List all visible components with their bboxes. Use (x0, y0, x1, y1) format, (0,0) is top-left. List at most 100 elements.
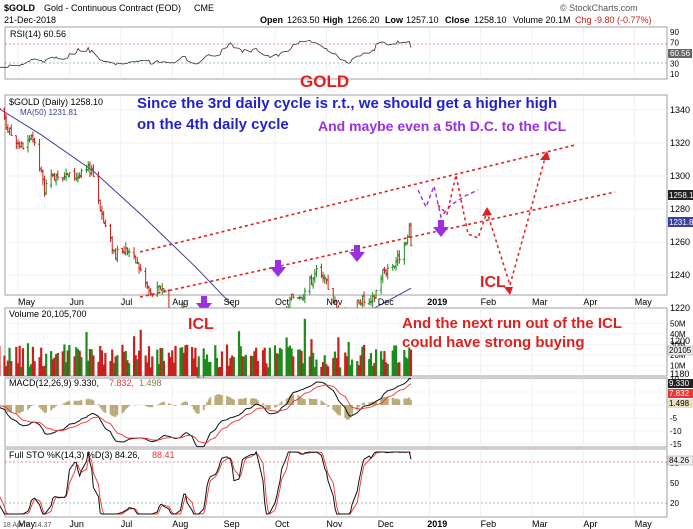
annotation-buy-2: could have strong buying (402, 334, 585, 351)
macd-hist-bar (349, 405, 352, 418)
volume-bar (369, 353, 373, 376)
volume-bar (386, 363, 389, 376)
macd-hist-bar (207, 399, 210, 405)
volume-bar (88, 349, 92, 376)
macd-hist-bar (265, 405, 268, 408)
volume-bar (10, 360, 13, 376)
macd-hist-bar (159, 403, 162, 405)
macd-hist-bar (75, 400, 78, 405)
macd-hist-bar (255, 398, 258, 405)
volume-bar (333, 351, 337, 376)
purple-arrow-oct (270, 260, 286, 277)
x-tick-label: Apr (583, 297, 597, 307)
x-tick-label: Sep (224, 519, 240, 529)
volume-bar (157, 364, 161, 376)
macd-line (0, 377, 412, 448)
footer-note: 18 Apr Y -14.37 (3, 522, 51, 529)
volume-bar (137, 350, 141, 376)
macd-hist-bar (146, 405, 149, 407)
volume-bar (351, 359, 354, 376)
x-tick-label: Mar (532, 519, 548, 529)
macd-hist-bar (275, 405, 278, 407)
macd-hist-bar (8, 405, 11, 413)
sto-tick: 20 (670, 499, 679, 508)
macd-hist-bar (391, 397, 394, 405)
macd-tick: -5 (670, 414, 678, 423)
volume-bar (268, 347, 271, 376)
volume-bar (368, 359, 371, 376)
macd-hist-bar (363, 402, 365, 405)
volume-bar (184, 345, 187, 376)
macd-hist-bar (40, 405, 43, 410)
volume-bar (303, 318, 306, 376)
macd-hist-bar (229, 397, 232, 405)
x-tick-label: Oct (275, 519, 290, 529)
macd-hist-bar (274, 405, 276, 408)
volume-bar (147, 346, 151, 376)
macd-hist-bar (128, 405, 130, 407)
macd-hist-bar (167, 403, 170, 405)
macd-hist-bar (77, 400, 79, 405)
macd-histogram (0, 394, 412, 420)
macd-hist-bar (126, 405, 129, 408)
macd-hist-bar (358, 405, 360, 408)
macd-hist-bar (263, 405, 266, 406)
instrument-name: Gold - Continuous Contract (EOD) (44, 3, 181, 13)
volume-bar (275, 353, 278, 376)
macd-hist-bar (197, 405, 200, 414)
macd-tick: -15 (670, 440, 682, 449)
volume-bar (403, 349, 406, 376)
macd-hist-bar (381, 397, 384, 405)
x-tick-label: Aug (172, 297, 188, 307)
macd-hist-bar (308, 398, 311, 405)
volume-bar (362, 344, 366, 376)
sto-label: Full STO %K(14,3) %D(3) 84.26, (9, 450, 140, 460)
exchange: CME (194, 3, 214, 13)
volume-tick: 10M (670, 362, 686, 371)
macd-hist-bar (406, 398, 409, 405)
macd-hist-bar (347, 405, 350, 420)
macd-hist-bar (280, 401, 283, 405)
macd-hist-bar (66, 401, 69, 405)
volume-bar (232, 357, 235, 376)
stockcharts-brand: © StockCharts.com (560, 3, 638, 13)
macd-hist-bar (174, 405, 177, 406)
volume-bar (80, 356, 83, 376)
volume-bar (287, 347, 290, 376)
rsi-tick: 30 (670, 59, 679, 68)
macd-hist-bar (292, 394, 295, 405)
volume-bar (73, 356, 76, 376)
volume-bar (202, 348, 205, 376)
volume-bar (61, 351, 64, 376)
volume-bar (359, 355, 362, 376)
volume-bar (43, 365, 46, 376)
macd-hist-bar (334, 405, 336, 412)
volume-bar (194, 347, 197, 376)
macd-hist-bar (241, 399, 244, 405)
volume-bar (195, 367, 199, 376)
macd-hist-bar (403, 398, 406, 405)
symbol: $GOLD (4, 3, 36, 13)
volume-bar (220, 351, 224, 376)
volume-bar (18, 345, 21, 376)
projection-arrow-left (482, 207, 492, 216)
x-tick-label: Oct (275, 297, 290, 307)
volume-bar (5, 366, 8, 376)
macd-label: MACD(12,26,9) 9.330, (9, 378, 99, 388)
annotation-line-1: Since the 3rd daily cycle is r.t., we sh… (137, 95, 557, 112)
macd-hist-bar (302, 398, 305, 405)
volume-bar (146, 362, 149, 376)
volume-bar (40, 347, 43, 376)
volume-bar (345, 356, 349, 376)
macd-hist-bar (50, 405, 53, 411)
volume-bar (75, 347, 78, 376)
macd-hist-bar (344, 405, 347, 419)
macd-hist-bar (251, 398, 254, 405)
volume-bar (181, 347, 184, 376)
volume-bar (100, 350, 104, 376)
volume-bar (21, 348, 25, 376)
macd-hist-bar (361, 403, 364, 405)
macd-hist-bar (226, 396, 228, 405)
volume-bar (290, 348, 293, 376)
annotation-buy-1: And the next run out of the ICL (402, 315, 622, 332)
